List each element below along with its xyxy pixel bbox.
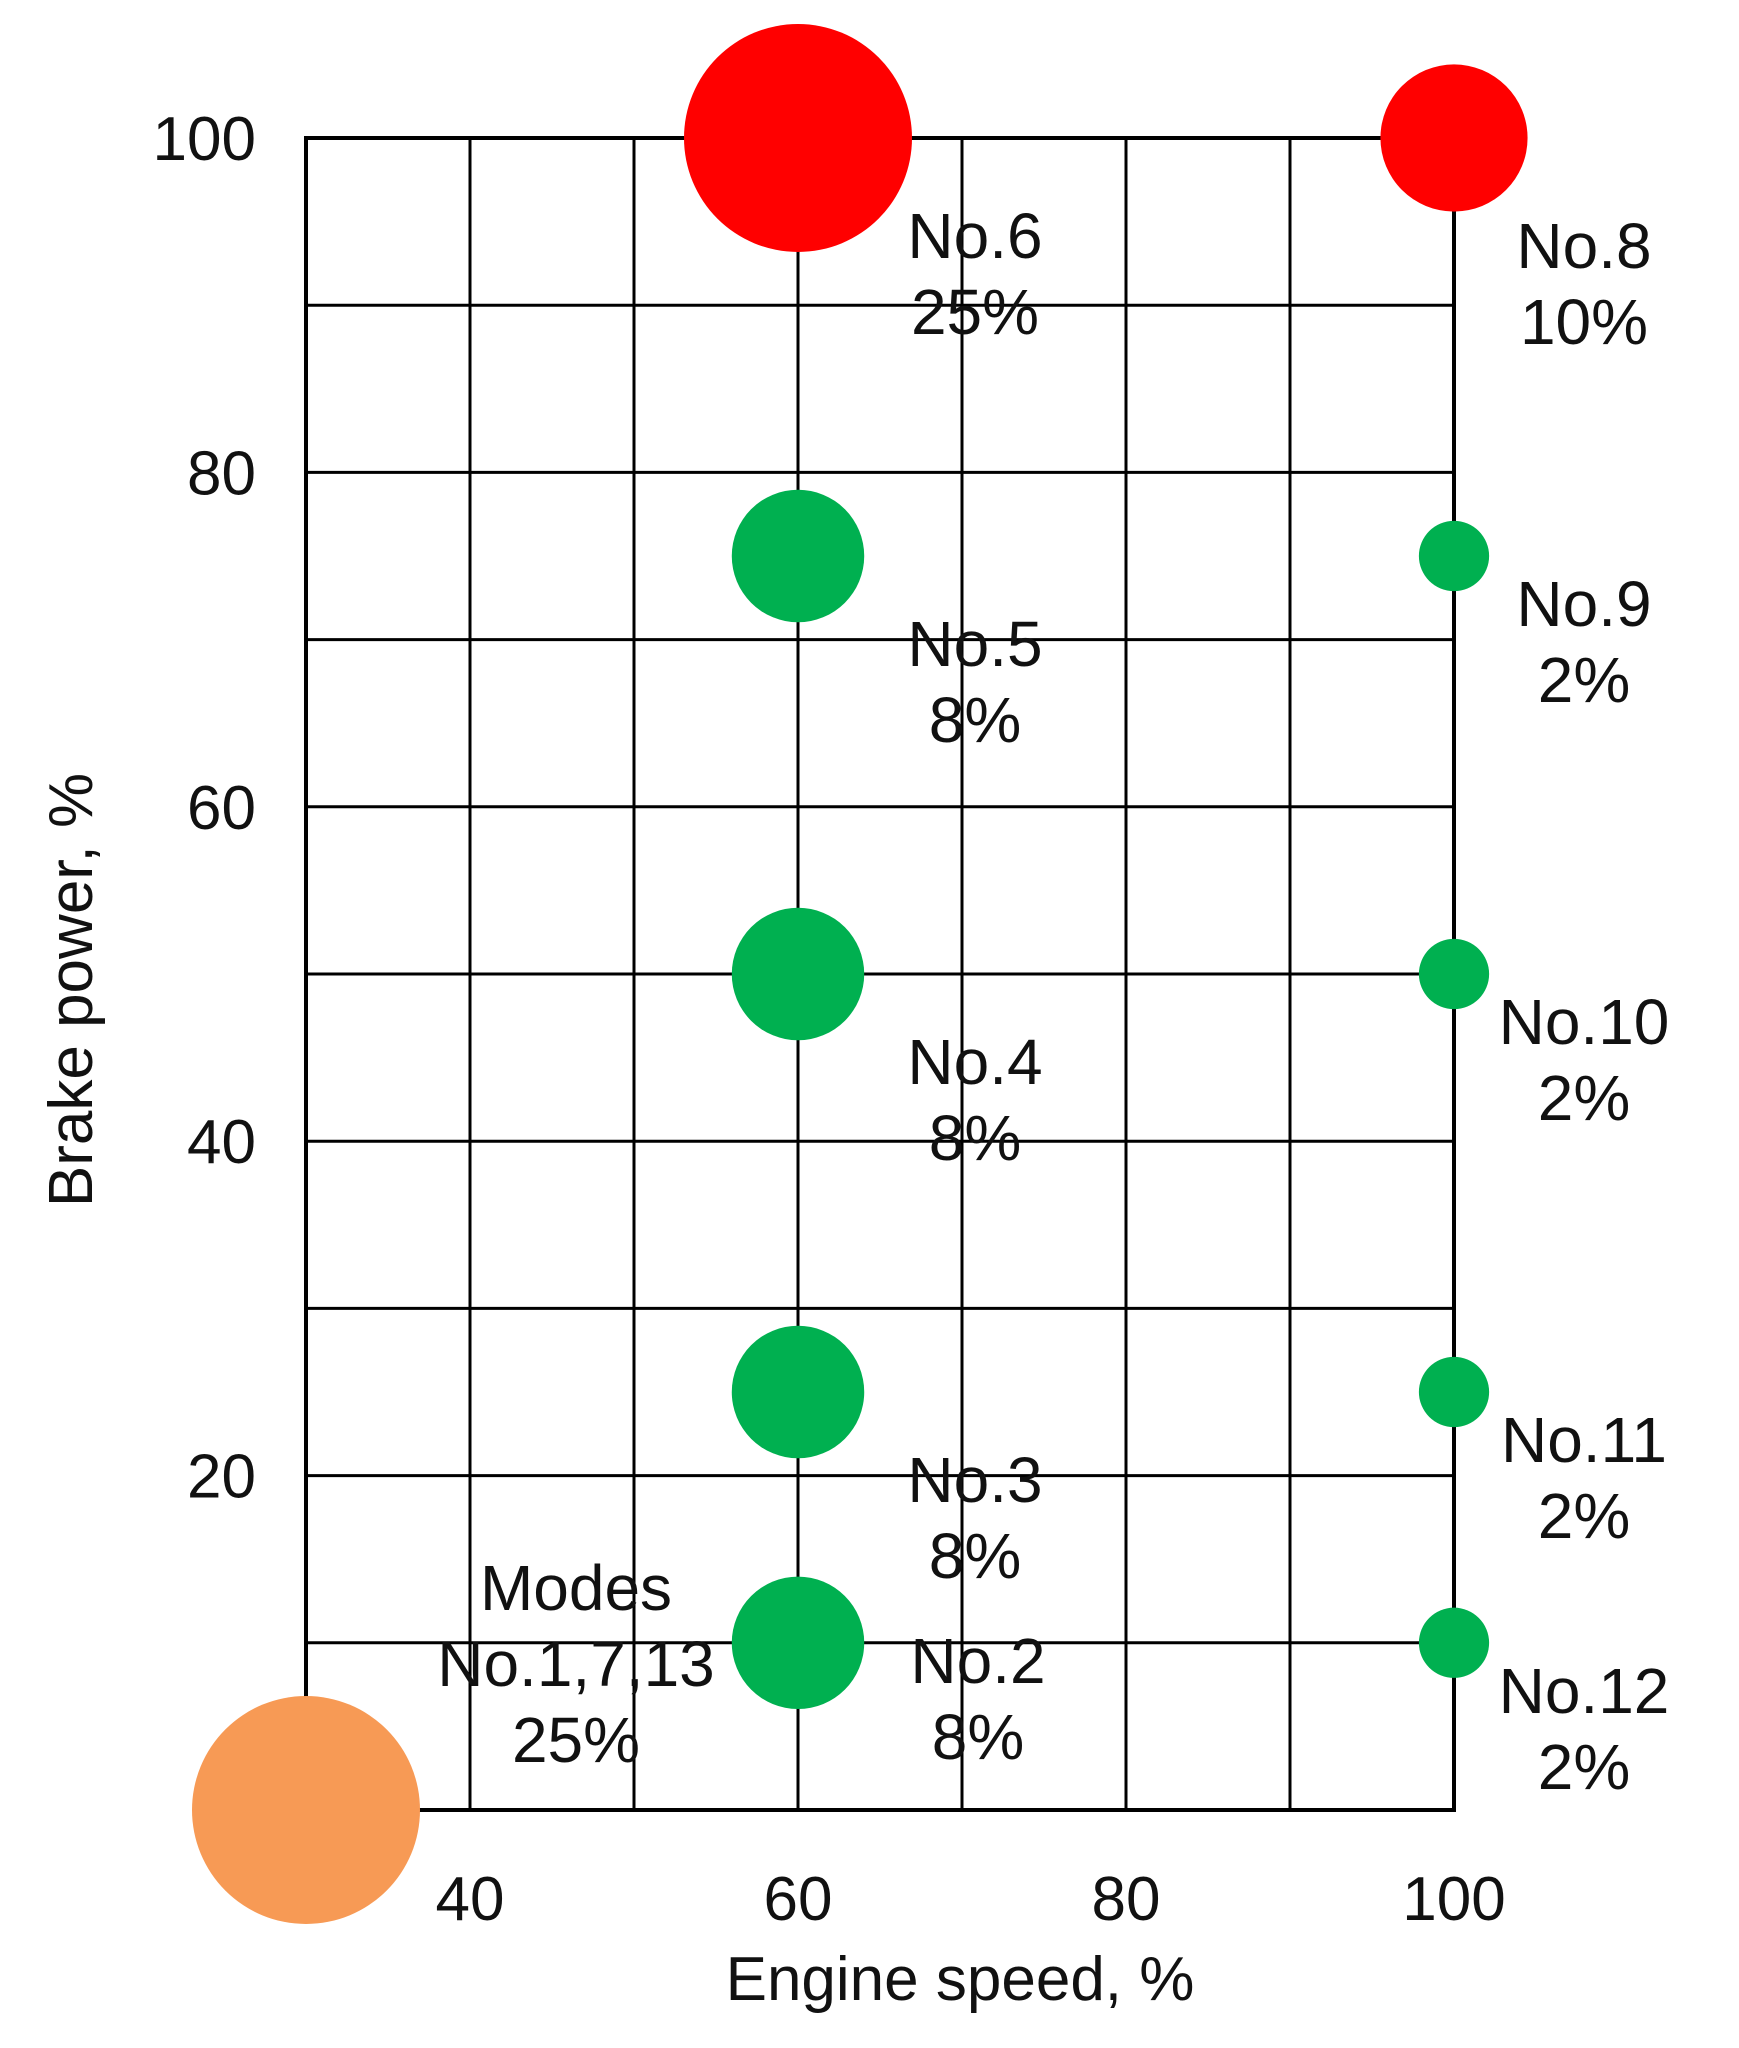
point-label-line: No.4 [907,1026,1042,1098]
data-point [1418,1356,1490,1428]
point-label-line: No.2 [910,1625,1045,1697]
point-label-line: No.10 [1499,986,1670,1058]
point-label-line: 2% [1538,1731,1631,1803]
point-label-line: 8% [929,1520,1022,1592]
data-point [684,24,912,252]
data-point [731,489,865,623]
data-points [192,24,1528,1924]
data-point [1418,520,1490,592]
y-tick-label: 60 [187,774,256,843]
point-label-line: 2% [1538,644,1631,716]
point-label-line: No.1,7,13 [437,1628,715,1700]
data-point [1418,938,1490,1010]
data-point [1380,64,1528,212]
x-tick-label: 100 [1402,1865,1505,1934]
point-label: No.3 8% [907,1444,1042,1592]
grid [306,138,1454,1810]
point-label-line: No.3 [907,1444,1042,1516]
point-label-line: 8% [932,1701,1025,1773]
y-tick-label: 80 [187,439,256,508]
point-label: No.2 8% [910,1625,1045,1773]
x-tick-label: 60 [764,1865,833,1934]
x-axis: 40 60 80 100 [436,1865,1506,1934]
point-label: No.9 2% [1516,568,1651,716]
point-label: No.8 10% [1516,210,1651,358]
point-label: No.5 8% [907,608,1042,756]
point-label: No.4 8% [907,1026,1042,1174]
point-label-line: No.9 [1516,568,1651,640]
y-tick-label: 100 [153,105,256,174]
point-label-line: 25% [911,276,1039,348]
x-axis-title: Engine speed, % [726,1945,1195,2014]
point-label-line: No.12 [1499,1655,1670,1727]
point-label-line: 25% [512,1704,640,1776]
point-label: No.11 2% [1501,1404,1667,1552]
point-label: Modes No.1,7,13 25% [437,1552,715,1776]
data-point [731,1576,865,1710]
point-label: No.12 2% [1499,1655,1670,1803]
data-point [1418,1607,1490,1678]
point-label-line: Modes [480,1552,672,1624]
point-label: No.6 25% [907,200,1042,348]
point-label-line: 8% [929,684,1022,756]
point-label: No.10 2% [1499,986,1670,1134]
x-tick-label: 40 [436,1865,505,1934]
point-label-line: No.11 [1501,1404,1667,1476]
y-axis: 20 40 60 80 100 [153,105,256,1512]
point-label-line: 2% [1538,1480,1631,1552]
y-tick-label: 40 [187,1108,256,1177]
data-point [192,1696,420,1924]
x-tick-label: 80 [1092,1865,1161,1934]
point-label-line: 10% [1520,286,1648,358]
data-point [731,1325,865,1459]
point-labels: Modes No.1,7,13 25%No.2 8%No.3 8%No.4 8%No.5 8… [437,200,1669,1803]
point-label-line: No.6 [907,200,1042,272]
point-label-line: 2% [1538,1062,1631,1134]
y-tick-label: 20 [187,1443,256,1512]
point-label-line: No.8 [1516,210,1651,282]
data-point [731,907,865,1041]
point-label-line: 8% [929,1102,1022,1174]
point-label-line: No.5 [907,608,1042,680]
y-axis-title: Brake power, % [37,773,106,1207]
